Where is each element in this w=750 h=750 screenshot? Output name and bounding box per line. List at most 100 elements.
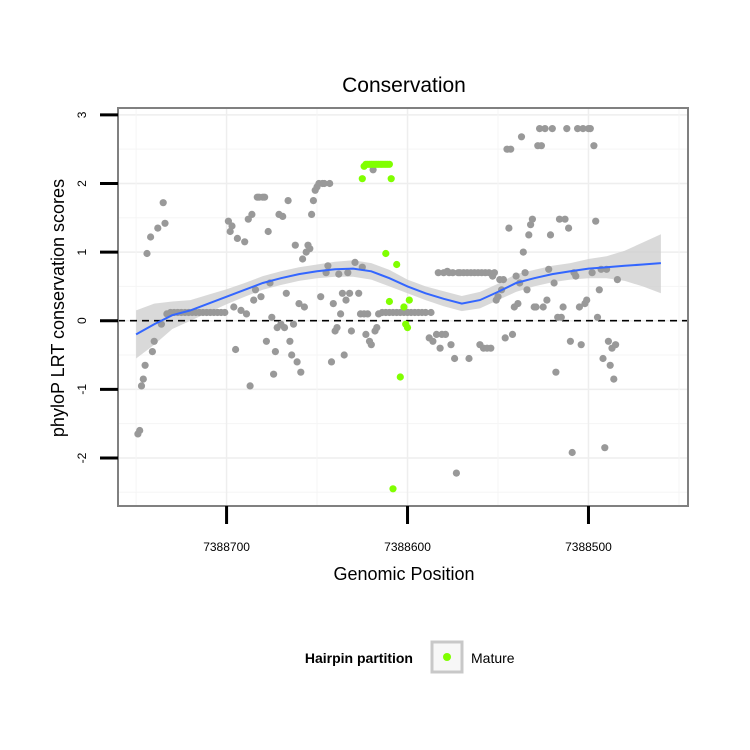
data-point: [262, 337, 270, 345]
data-point: [546, 231, 555, 239]
data-point: [237, 306, 245, 314]
data-point: [270, 370, 278, 378]
y-tick-label: 3: [75, 111, 89, 118]
data-point: [610, 375, 618, 383]
data-point: [242, 310, 251, 318]
data-point: [543, 296, 551, 304]
data-point: [436, 344, 444, 352]
data-point: [141, 361, 149, 369]
y-tick-label: -2: [75, 452, 89, 463]
data-point: [293, 358, 301, 366]
data-point: [561, 215, 569, 223]
data-point: [282, 289, 290, 297]
data-point: [572, 272, 580, 280]
data-point: [606, 361, 614, 369]
data-point: [233, 234, 241, 242]
data-point: [257, 293, 265, 301]
data-point: [517, 133, 526, 141]
data-point: [539, 303, 547, 311]
data-point: [342, 296, 350, 304]
data-point: [284, 197, 292, 205]
data-point: [552, 368, 560, 376]
data-point: [139, 375, 147, 383]
y-tick-label: 0: [75, 317, 89, 324]
data-point: [512, 272, 520, 280]
data-point: [583, 296, 591, 304]
data-point: [604, 337, 613, 345]
data-point: [297, 368, 305, 376]
data-point: [326, 179, 334, 188]
data-point: [521, 269, 529, 277]
data-point: [268, 313, 276, 321]
data-point: [494, 293, 502, 301]
confidence-band-area: [136, 234, 661, 359]
plot-panel: [117, 107, 689, 507]
y-tick-label: 2: [75, 180, 89, 187]
legend-key-box: [430, 640, 464, 674]
data-point: [308, 210, 316, 218]
data-point: [327, 358, 336, 366]
mature-point: [400, 303, 408, 311]
data-point: [451, 354, 459, 363]
data-point: [545, 265, 553, 273]
chart-title: Conservation: [342, 74, 466, 97]
data-point: [563, 125, 571, 133]
data-point: [137, 382, 146, 390]
data-point: [592, 217, 600, 225]
data-point: [550, 279, 558, 287]
legend-title: Hairpin partition: [305, 650, 413, 666]
mature-point: [405, 296, 413, 304]
data-point: [286, 337, 294, 345]
data-point: [429, 337, 437, 345]
data-point: [241, 238, 249, 246]
x-tick-label: 7388500: [565, 540, 612, 554]
data-point: [505, 224, 513, 232]
mature-point: [387, 175, 395, 183]
points-layer: [134, 125, 622, 493]
data-point: [566, 337, 575, 345]
data-point: [528, 215, 537, 223]
mature-point: [382, 249, 390, 258]
data-point: [324, 262, 332, 270]
data-point: [150, 337, 158, 345]
data-point: [559, 303, 567, 311]
data-point: [575, 303, 584, 311]
data-point: [565, 224, 573, 232]
data-point: [271, 348, 279, 356]
data-point: [338, 289, 346, 297]
data-point: [612, 341, 620, 349]
data-point: [333, 324, 341, 332]
data-point: [299, 255, 307, 263]
legend-key-mature-dot: [443, 653, 451, 661]
data-point: [280, 324, 289, 332]
data-point: [590, 142, 598, 150]
smooth-curve: [135, 262, 661, 336]
data-point: [369, 166, 377, 174]
data-point: [422, 308, 430, 317]
data-point: [143, 249, 151, 258]
data-point: [288, 351, 296, 359]
data-point: [537, 142, 546, 150]
data-point: [586, 125, 594, 133]
mature-point: [403, 324, 412, 332]
data-point: [264, 227, 272, 236]
data-point: [574, 125, 582, 133]
data-point: [452, 469, 460, 477]
smooth-line: [135, 262, 661, 336]
data-point: [246, 382, 254, 390]
y-axis-title: phyloP LRT conservation scores: [48, 179, 68, 437]
data-point: [355, 289, 363, 297]
mature-point: [358, 175, 366, 183]
data-point: [251, 286, 260, 294]
data-point: [340, 351, 348, 359]
data-point: [490, 269, 498, 277]
grid-lines: [118, 108, 688, 506]
data-point: [447, 341, 455, 349]
y-tick-label: 1: [75, 248, 89, 255]
data-point: [329, 300, 337, 308]
data-point: [279, 212, 287, 220]
data-point: [154, 224, 162, 232]
x-tick-label: 7388600: [384, 540, 431, 554]
data-point: [347, 327, 355, 335]
